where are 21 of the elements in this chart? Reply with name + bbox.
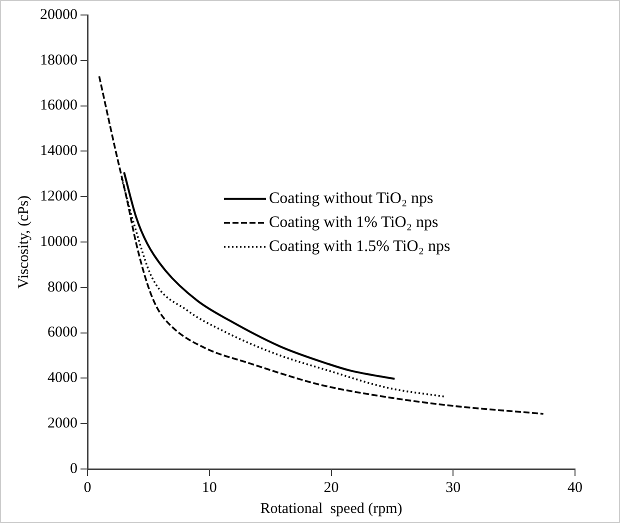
y-tick-label: 16000 xyxy=(40,98,78,114)
x-tick-label: 10 xyxy=(202,480,217,496)
y-tick-label: 10000 xyxy=(40,234,78,250)
x-tick-label: 30 xyxy=(446,480,461,496)
x-tick-label: 40 xyxy=(568,480,582,496)
legend-label: Coating with 1% TiO₂ nps xyxy=(269,214,438,232)
y-tick-label: 12000 xyxy=(40,188,78,205)
x-axis-title: Rotational speed (rpm) xyxy=(260,500,402,517)
y-tick-label: 0 xyxy=(70,460,78,477)
y-tick-label: 20000 xyxy=(40,6,78,23)
y-tick-label: 8000 xyxy=(48,279,78,296)
legend-label: Coating without TiO₂ nps xyxy=(269,190,434,208)
legend-label: Coating with 1.5% TiO₂ nps xyxy=(269,238,450,256)
y-tick-label: 2000 xyxy=(48,416,78,432)
x-tick-label: 0 xyxy=(84,480,92,496)
x-tick-label: 20 xyxy=(324,480,339,496)
y-tick-label: 14000 xyxy=(40,143,78,160)
y-tick-label: 4000 xyxy=(48,370,78,386)
y-axis-title: Viscosity, (cPs) xyxy=(16,195,32,289)
y-tick-label: 18000 xyxy=(40,52,78,68)
y-tick-label: 6000 xyxy=(48,324,78,341)
